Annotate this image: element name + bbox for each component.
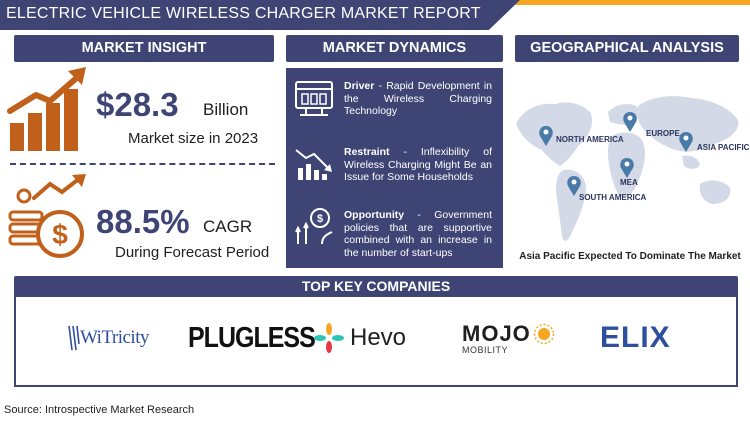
cagr-caption: During Forecast Period (115, 244, 270, 261)
page-title: ELECTRIC VEHICLE WIRELESS CHARGER MARKET… (6, 5, 481, 22)
logo-witricity: WiTricity (68, 318, 150, 358)
market-dynamics-panel: Driver - Rapid Development in the Wirele… (286, 68, 503, 268)
region-europe: EUROPE (646, 129, 680, 138)
logo-elix: ELIX (600, 321, 671, 354)
geo-caption: Asia Pacific Expected To Dominate The Ma… (519, 251, 741, 262)
market-size-value: $28.3 (96, 86, 179, 123)
growth-idea-icon: $ (295, 208, 333, 245)
market-size-caption: Market size in 2023 (128, 130, 259, 147)
region-north-america: NORTH AMERICA (556, 135, 624, 144)
declining-chart-icon (295, 149, 332, 180)
logo-plugless: PLUGLESS (188, 321, 316, 354)
logo-mojo-mobility: MOJO MOBILITY (462, 318, 555, 358)
market-size-unit: Billion (203, 100, 249, 119)
divider (10, 163, 275, 165)
section-header-market-dynamics: MARKET DYNAMICS (286, 35, 503, 62)
section-header-market-insight: MARKET INSIGHT (14, 35, 274, 62)
dynamics-driver: Driver - Rapid Development in the Wirele… (344, 80, 492, 117)
svg-text:$: $ (317, 213, 323, 225)
server-icon (295, 81, 333, 116)
accent-stripe (505, 0, 750, 5)
coins-dollar-icon: $ (8, 174, 86, 258)
witricity-mark-icon (68, 325, 80, 351)
region-south-america: SOUTH AMERICA (579, 193, 647, 202)
mojo-sun-icon (533, 323, 555, 345)
logo-hevo: Hevo (313, 318, 406, 358)
world-map (516, 96, 739, 241)
svg-text:$: $ (52, 219, 68, 250)
region-asia-pacific: ASIA PACIFIC (697, 143, 750, 152)
cagr-value: 88.5% (96, 203, 190, 240)
section-header-geographical-analysis: GEOGRAPHICAL ANALYSIS (515, 35, 739, 62)
title-banner: ELECTRIC VEHICLE WIRELESS CHARGER MARKET… (0, 0, 520, 30)
companies-box (14, 293, 738, 387)
dynamics-opportunity: Opportunity - Government policies that a… (344, 209, 492, 259)
hevo-mark-icon (314, 323, 344, 353)
section-header-top-key-companies: TOP KEY COMPANIES (14, 276, 738, 297)
growth-bar-chart-icon (7, 67, 86, 151)
source-note: Source: Introspective Market Research (4, 404, 195, 416)
dynamics-restraint: Restraint - Inflexibility of Wireless Ch… (344, 146, 492, 183)
cagr-unit: CAGR (203, 217, 253, 236)
region-mea: MEA (620, 178, 638, 187)
